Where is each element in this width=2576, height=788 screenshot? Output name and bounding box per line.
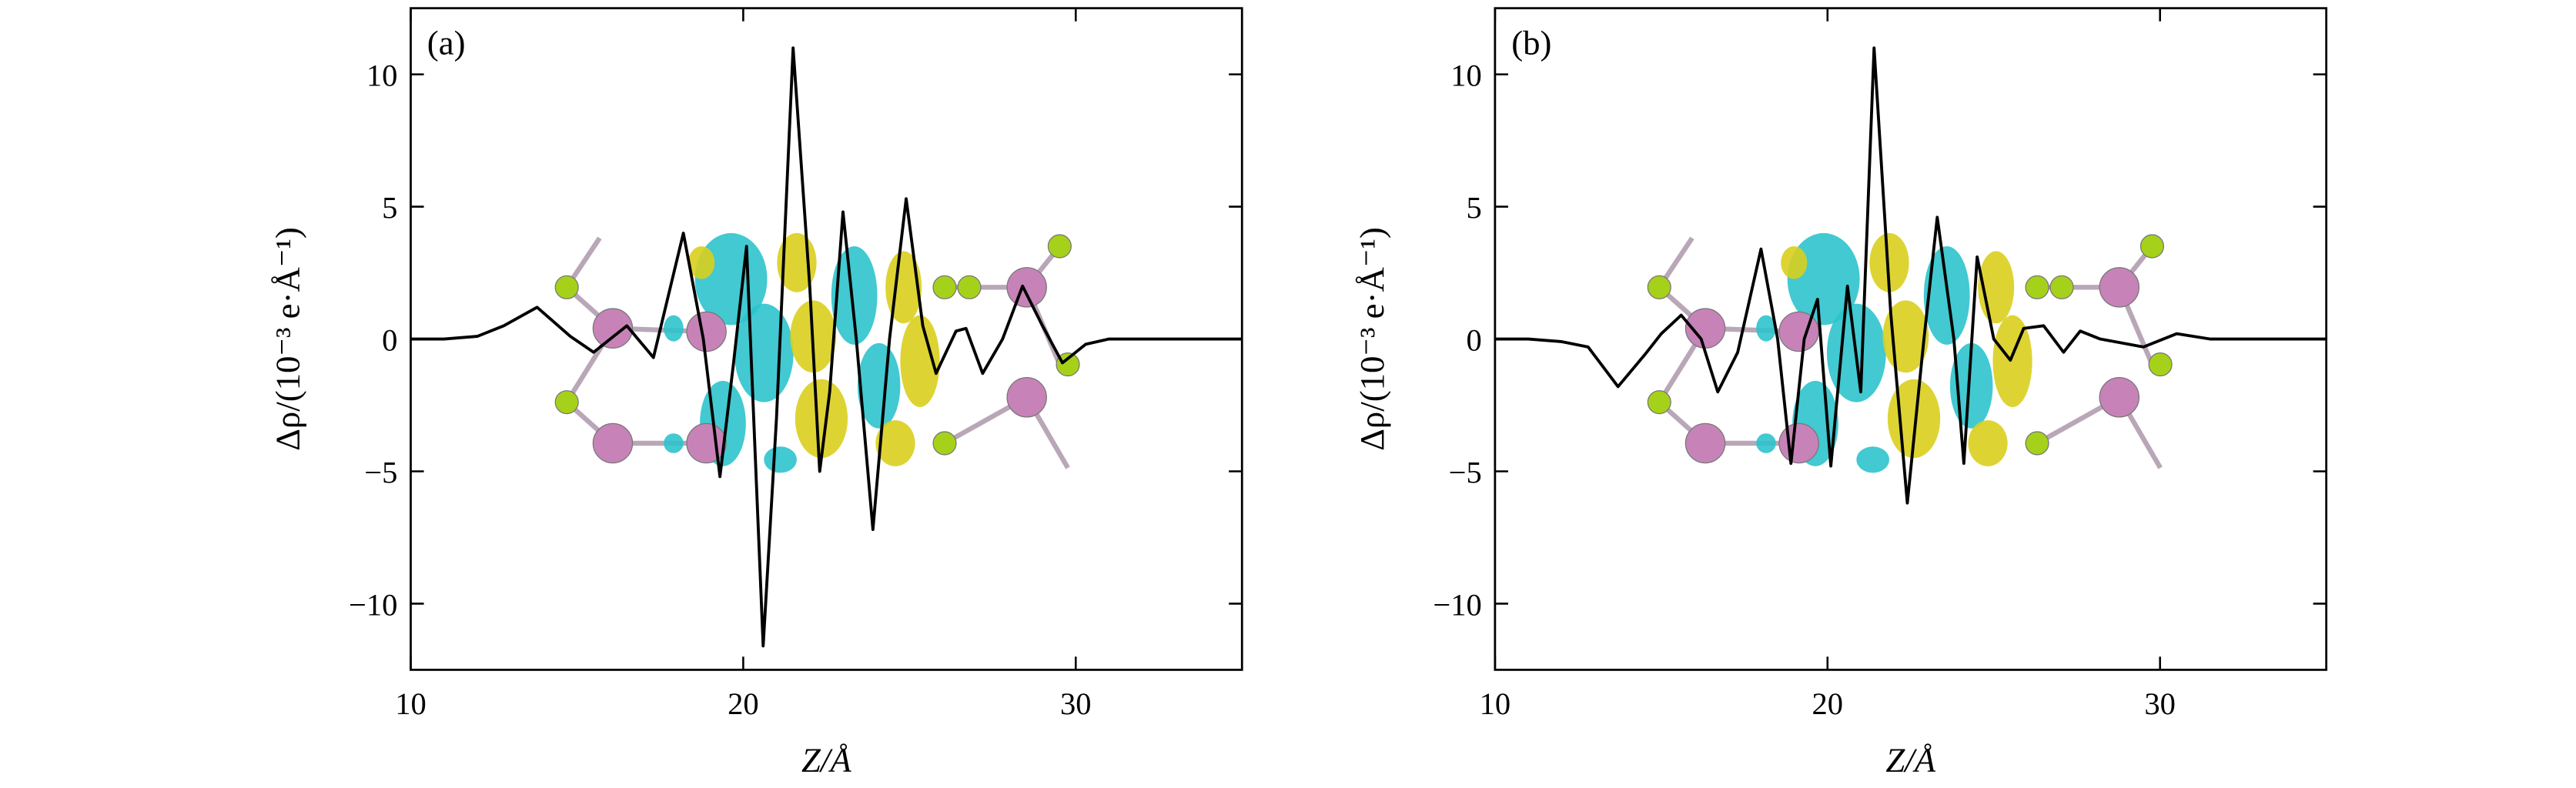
atom	[2049, 275, 2074, 299]
density-lobe	[900, 315, 940, 408]
density-lobe	[1992, 315, 2032, 408]
atom	[1055, 352, 1080, 377]
atom	[1006, 267, 1047, 308]
y-tick-label: −5	[364, 455, 397, 489]
y-tick-label: −5	[1449, 455, 1482, 489]
x-tick-label: 30	[1060, 686, 1092, 721]
atom	[686, 422, 727, 464]
atom	[1006, 377, 1047, 418]
density-lobe	[1756, 433, 1776, 453]
y-tick-label: 10	[366, 58, 398, 93]
atom	[2148, 352, 2173, 377]
atom	[2139, 234, 2165, 259]
atom	[932, 275, 957, 299]
panel: 10 20 30 −10 −5 0 5 10 (a) Z/Å Δρ/(10⁻³ e·Å⁻¹)	[268, 7, 1243, 780]
atom	[592, 422, 634, 464]
y-axis-label: Δρ/(10⁻³ e·Å⁻¹)	[268, 227, 306, 451]
atom	[554, 275, 579, 299]
atom	[2099, 267, 2140, 308]
atom	[2025, 275, 2049, 299]
x-tick-label: 10	[395, 686, 427, 721]
atom	[932, 431, 957, 456]
atom	[1684, 422, 1726, 464]
panel-label: (b)	[1511, 23, 1551, 62]
density-lobe	[664, 433, 684, 453]
y-tick-label: 10	[1450, 58, 1482, 93]
density-lobe	[875, 420, 915, 466]
y-tick-label: −10	[349, 587, 397, 622]
x-axis-label: Z/Å	[1885, 741, 1935, 780]
density-lobe	[1968, 420, 2008, 466]
x-tick-label: 10	[1480, 686, 1511, 721]
plot-frame	[1494, 7, 2328, 671]
y-axis-label: Δρ/(10⁻³ e·Å⁻¹)	[1353, 227, 1391, 451]
density-lobe	[795, 379, 848, 459]
panel: 10 20 30 −10 −5 0 5 10 (b) Z/Å Δρ/(10⁻³ e·Å⁻¹)	[1353, 7, 2328, 780]
atom	[686, 311, 727, 352]
density-lobe	[1756, 315, 1776, 342]
density-lobe	[1869, 232, 1909, 292]
density-lobe	[831, 246, 878, 345]
x-axis-label: Z/Å	[801, 741, 851, 780]
atom	[1647, 275, 1671, 299]
panel-label: (a)	[427, 23, 466, 62]
structure-inset	[1647, 232, 2173, 473]
density-lobe	[1856, 446, 1890, 473]
atom	[554, 390, 579, 415]
y-tick-label: 5	[382, 191, 397, 225]
density-lobe	[857, 342, 901, 429]
y-tick-label: −10	[1433, 587, 1481, 622]
atom	[2099, 377, 2140, 418]
line-series	[410, 46, 1243, 648]
y-tick-label: 0	[1467, 322, 1482, 357]
x-tick-label: 20	[728, 686, 759, 721]
density-lobe	[664, 315, 684, 342]
density-lobe	[885, 251, 922, 324]
density-lobe	[688, 246, 715, 279]
density-lobe	[1781, 246, 1808, 279]
x-tick-label: 30	[2144, 686, 2176, 721]
y-tick-label: 5	[1467, 191, 1482, 225]
x-tick-label: 20	[1812, 686, 1844, 721]
y-tick-label: 0	[382, 322, 397, 357]
atom	[2025, 431, 2049, 456]
atom	[592, 308, 634, 349]
atom	[1778, 422, 1819, 464]
atom	[1647, 390, 1671, 415]
density-lobe	[734, 303, 794, 402]
line-series	[1494, 46, 2327, 505]
density-lobe	[764, 446, 797, 473]
atom	[1047, 234, 1072, 259]
atom	[957, 275, 982, 299]
plot-frame	[410, 7, 1243, 671]
